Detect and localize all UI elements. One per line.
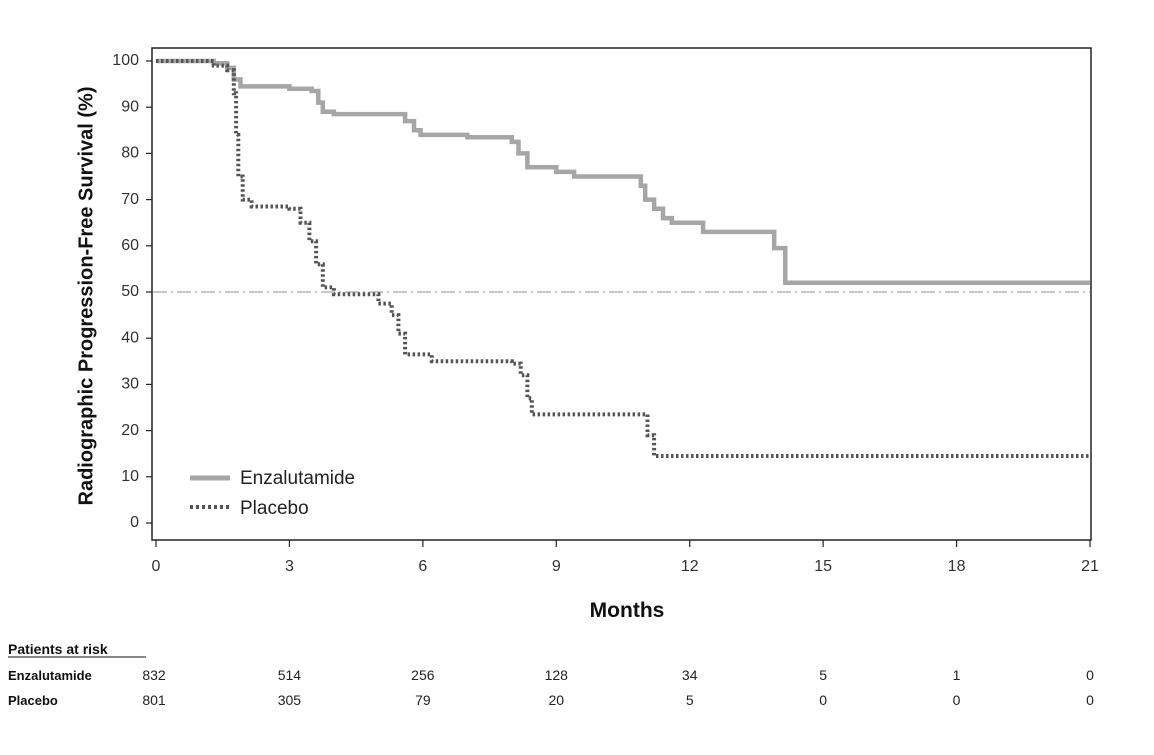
y-tick-label: 30: [121, 376, 139, 393]
risk-count-cell: 832: [142, 667, 166, 683]
legend-label-placebo: Placebo: [240, 498, 309, 519]
y-tick-label: 100: [112, 52, 139, 69]
x-tick-label: 18: [948, 558, 966, 575]
risk-counts: 832 514 256 128 34 5 1 0 801 305 79 20 5 0 0 0: [142, 667, 1094, 708]
x-tick-label: 9: [552, 558, 561, 575]
risk-count-cell: 20: [548, 692, 564, 708]
risk-table-title: Patients at risk: [8, 641, 108, 657]
series-layer: [156, 58, 1090, 458]
risk-count-cell: 801: [142, 692, 166, 708]
risk-count-cell: 5: [686, 692, 694, 708]
risk-group-label-placebo: Placebo: [8, 693, 58, 708]
risk-count-cell: 0: [1086, 667, 1094, 683]
risk-count-cell: 0: [1086, 692, 1094, 708]
x-tick-label: 3: [285, 558, 294, 575]
risk-count-cell: 305: [278, 692, 302, 708]
x-tick-label: 6: [418, 558, 427, 575]
plot-frame: [151, 47, 1092, 541]
risk-count-cell: 256: [411, 667, 435, 683]
risk-count-cell: 128: [545, 667, 569, 683]
x-tick-label: 15: [814, 558, 832, 575]
legend-label-enzalutamide: Enzalutamide: [240, 468, 355, 489]
series-line-enzalutamide: [156, 58, 1090, 286]
x-tick-label: 21: [1081, 558, 1099, 575]
series-line-placebo: [156, 59, 1090, 458]
y-tick-label: 60: [121, 237, 139, 254]
y-tick-label: 70: [121, 191, 139, 208]
legend: Enzalutamide Placebo: [190, 468, 355, 519]
y-tick-label: 20: [121, 422, 139, 439]
risk-count-cell: 79: [415, 692, 431, 708]
x-tick-label: 0: [152, 558, 161, 575]
risk-count-cell: 0: [953, 692, 961, 708]
y-tick-label: 0: [130, 514, 139, 531]
risk-count-cell: 5: [819, 667, 827, 683]
risk-count-cell: 34: [682, 667, 698, 683]
y-tick-label: 80: [121, 145, 139, 162]
risk-count-cell: 0: [819, 692, 827, 708]
risk-count-cell: 514: [278, 667, 302, 683]
y-tick-label: 90: [121, 98, 139, 115]
y-tick-label: 10: [121, 468, 139, 485]
axes-layer: 0 10 20 30 40 50 60 70 80 90 100 0 3 6 9 12 15 18 21: [112, 52, 1099, 575]
y-axis-title: Radiographic Progression-Free Survival (…: [75, 87, 97, 506]
y-tick-label: 40: [121, 329, 139, 346]
x-axis-title: Months: [590, 599, 665, 622]
risk-table: Patients at risk Enzalutamide Placebo 83…: [8, 641, 1094, 708]
risk-group-label-enzalutamide: Enzalutamide: [8, 668, 92, 683]
x-tick-label: 12: [681, 558, 699, 575]
y-tick-label: 50: [121, 283, 139, 300]
risk-count-cell: 1: [953, 667, 961, 683]
